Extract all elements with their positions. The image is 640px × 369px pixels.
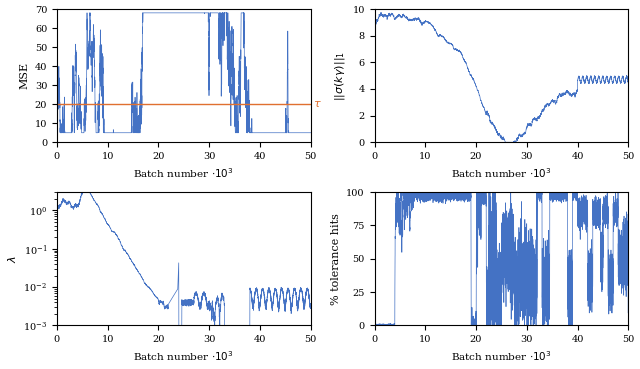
Y-axis label: $\lambda$: $\lambda$ (6, 255, 17, 263)
X-axis label: Batch number $\cdot 10^3$: Batch number $\cdot 10^3$ (451, 350, 552, 363)
Y-axis label: MSE: MSE (19, 62, 29, 89)
X-axis label: Batch number $\cdot 10^3$: Batch number $\cdot 10^3$ (451, 166, 552, 180)
Y-axis label: $||\sigma(k\gamma)||_1$: $||\sigma(k\gamma)||_1$ (333, 51, 347, 101)
Text: $\tau$: $\tau$ (313, 99, 322, 109)
X-axis label: Batch number $\cdot 10^3$: Batch number $\cdot 10^3$ (134, 350, 234, 363)
Y-axis label: % tolerance hits: % tolerance hits (331, 213, 340, 305)
X-axis label: Batch number $\cdot 10^3$: Batch number $\cdot 10^3$ (134, 166, 234, 180)
